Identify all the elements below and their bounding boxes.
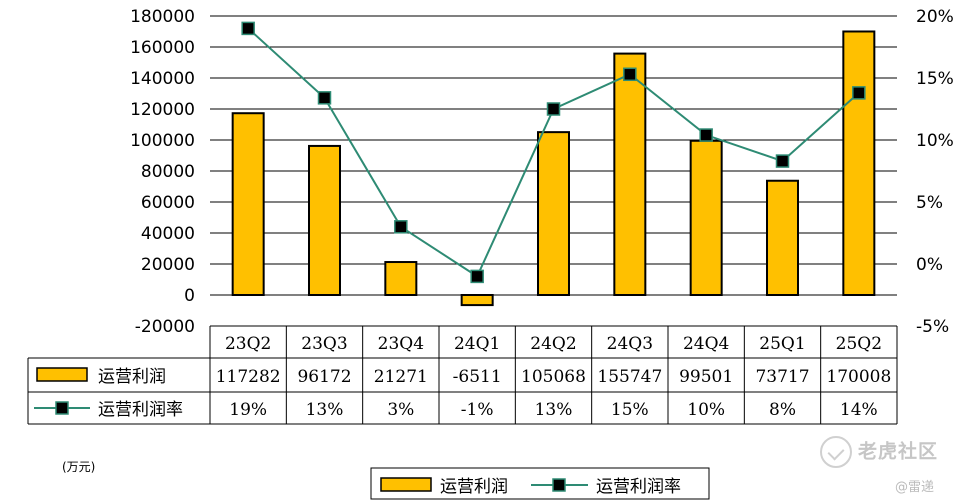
y-tick-label-left: 100000 bbox=[130, 131, 195, 151]
margin-value-cell: -1% bbox=[461, 400, 494, 420]
y-tick-label-left: 0 bbox=[184, 286, 195, 306]
margin-marker bbox=[317, 91, 332, 105]
margin-marker bbox=[775, 154, 790, 168]
margin-marker bbox=[394, 220, 408, 234]
bar-value-cell: 105068 bbox=[521, 367, 586, 387]
margin-marker bbox=[470, 269, 484, 284]
table-row-header: 运营利润率 bbox=[98, 400, 183, 420]
y-tick-label-left: 60000 bbox=[141, 193, 195, 213]
margin-value-cell: 10% bbox=[687, 400, 725, 420]
bar-value-cell: 117282 bbox=[216, 367, 281, 387]
legend-label: 运营利润率 bbox=[596, 477, 681, 497]
x-tick-label: 24Q2 bbox=[530, 334, 576, 354]
bar bbox=[689, 139, 723, 296]
y-tick-label-left: 120000 bbox=[130, 100, 195, 120]
table-marker-key bbox=[55, 401, 69, 415]
y-tick-label-right: 20% bbox=[916, 7, 954, 27]
bar-value-cell: 155747 bbox=[597, 367, 662, 387]
x-tick-label: 24Q3 bbox=[607, 334, 653, 354]
margin-marker bbox=[699, 128, 713, 142]
y-tick-label-right: 10% bbox=[916, 131, 954, 151]
watermark-text: 老虎社区 bbox=[857, 440, 938, 463]
watermark: 老虎社区 bbox=[819, 436, 938, 468]
tiger-logo-icon bbox=[819, 436, 852, 468]
x-tick-label: 24Q1 bbox=[454, 334, 500, 354]
margin-value-cell: 13% bbox=[535, 400, 573, 420]
margin-value-cell: 13% bbox=[306, 400, 344, 420]
bar bbox=[842, 30, 876, 296]
bar bbox=[231, 112, 265, 296]
bar bbox=[613, 52, 647, 297]
bar-value-cell: 96172 bbox=[297, 367, 351, 387]
y-tick-label-right: -5% bbox=[916, 317, 949, 337]
legend-label: 运营利润 bbox=[440, 477, 508, 497]
margin-marker bbox=[241, 21, 255, 36]
bar-value-cell: 99501 bbox=[679, 367, 733, 387]
bar bbox=[766, 179, 799, 296]
margin-value-cell: 19% bbox=[229, 400, 267, 420]
y-tick-label-left: 80000 bbox=[141, 162, 195, 182]
margin-value-cell: 15% bbox=[611, 400, 649, 420]
x-tick-label: 23Q3 bbox=[301, 334, 347, 354]
margin-value-cell: 3% bbox=[387, 400, 414, 420]
y-tick-label-left: 160000 bbox=[130, 38, 195, 58]
bar-value-cell: 73717 bbox=[755, 367, 809, 387]
bar bbox=[384, 261, 418, 296]
bar bbox=[537, 131, 570, 296]
margin-value-cell: 14% bbox=[840, 400, 878, 420]
legend-marker-key bbox=[552, 478, 566, 492]
y-tick-label-left: 140000 bbox=[130, 69, 195, 89]
bar-value-cell: -6511 bbox=[453, 367, 502, 387]
y-tick-label-left: 40000 bbox=[141, 224, 195, 244]
bar bbox=[460, 294, 494, 307]
legend-bar-key bbox=[380, 477, 432, 492]
y-tick-label-left: -20000 bbox=[135, 317, 195, 337]
y-tick-label-right: 0% bbox=[916, 255, 943, 275]
margin-marker bbox=[546, 102, 561, 116]
x-tick-label: 25Q2 bbox=[836, 334, 882, 354]
watermark-credit: @雷递 bbox=[894, 480, 934, 495]
x-tick-label: 23Q4 bbox=[378, 334, 424, 354]
bar-value-cell: 170008 bbox=[826, 367, 891, 387]
bar-value-cell: 21271 bbox=[374, 367, 428, 387]
x-tick-label: 23Q2 bbox=[225, 334, 271, 354]
y-tick-label-left: 20000 bbox=[141, 255, 195, 275]
margin-value-cell: 8% bbox=[769, 400, 796, 420]
table-bar-key bbox=[36, 367, 88, 382]
margin-marker bbox=[623, 67, 637, 82]
x-tick-label: 24Q4 bbox=[683, 334, 729, 354]
y-tick-label-right: 5% bbox=[916, 193, 943, 213]
y-tick-label-right: 15% bbox=[916, 69, 954, 89]
unit-label: (万元) bbox=[62, 460, 96, 474]
table-row-header: 运营利润 bbox=[98, 367, 166, 387]
bar bbox=[308, 144, 341, 296]
y-tick-label-left: 180000 bbox=[130, 7, 195, 27]
margin-marker bbox=[852, 86, 866, 100]
x-tick-label: 25Q1 bbox=[759, 334, 805, 354]
